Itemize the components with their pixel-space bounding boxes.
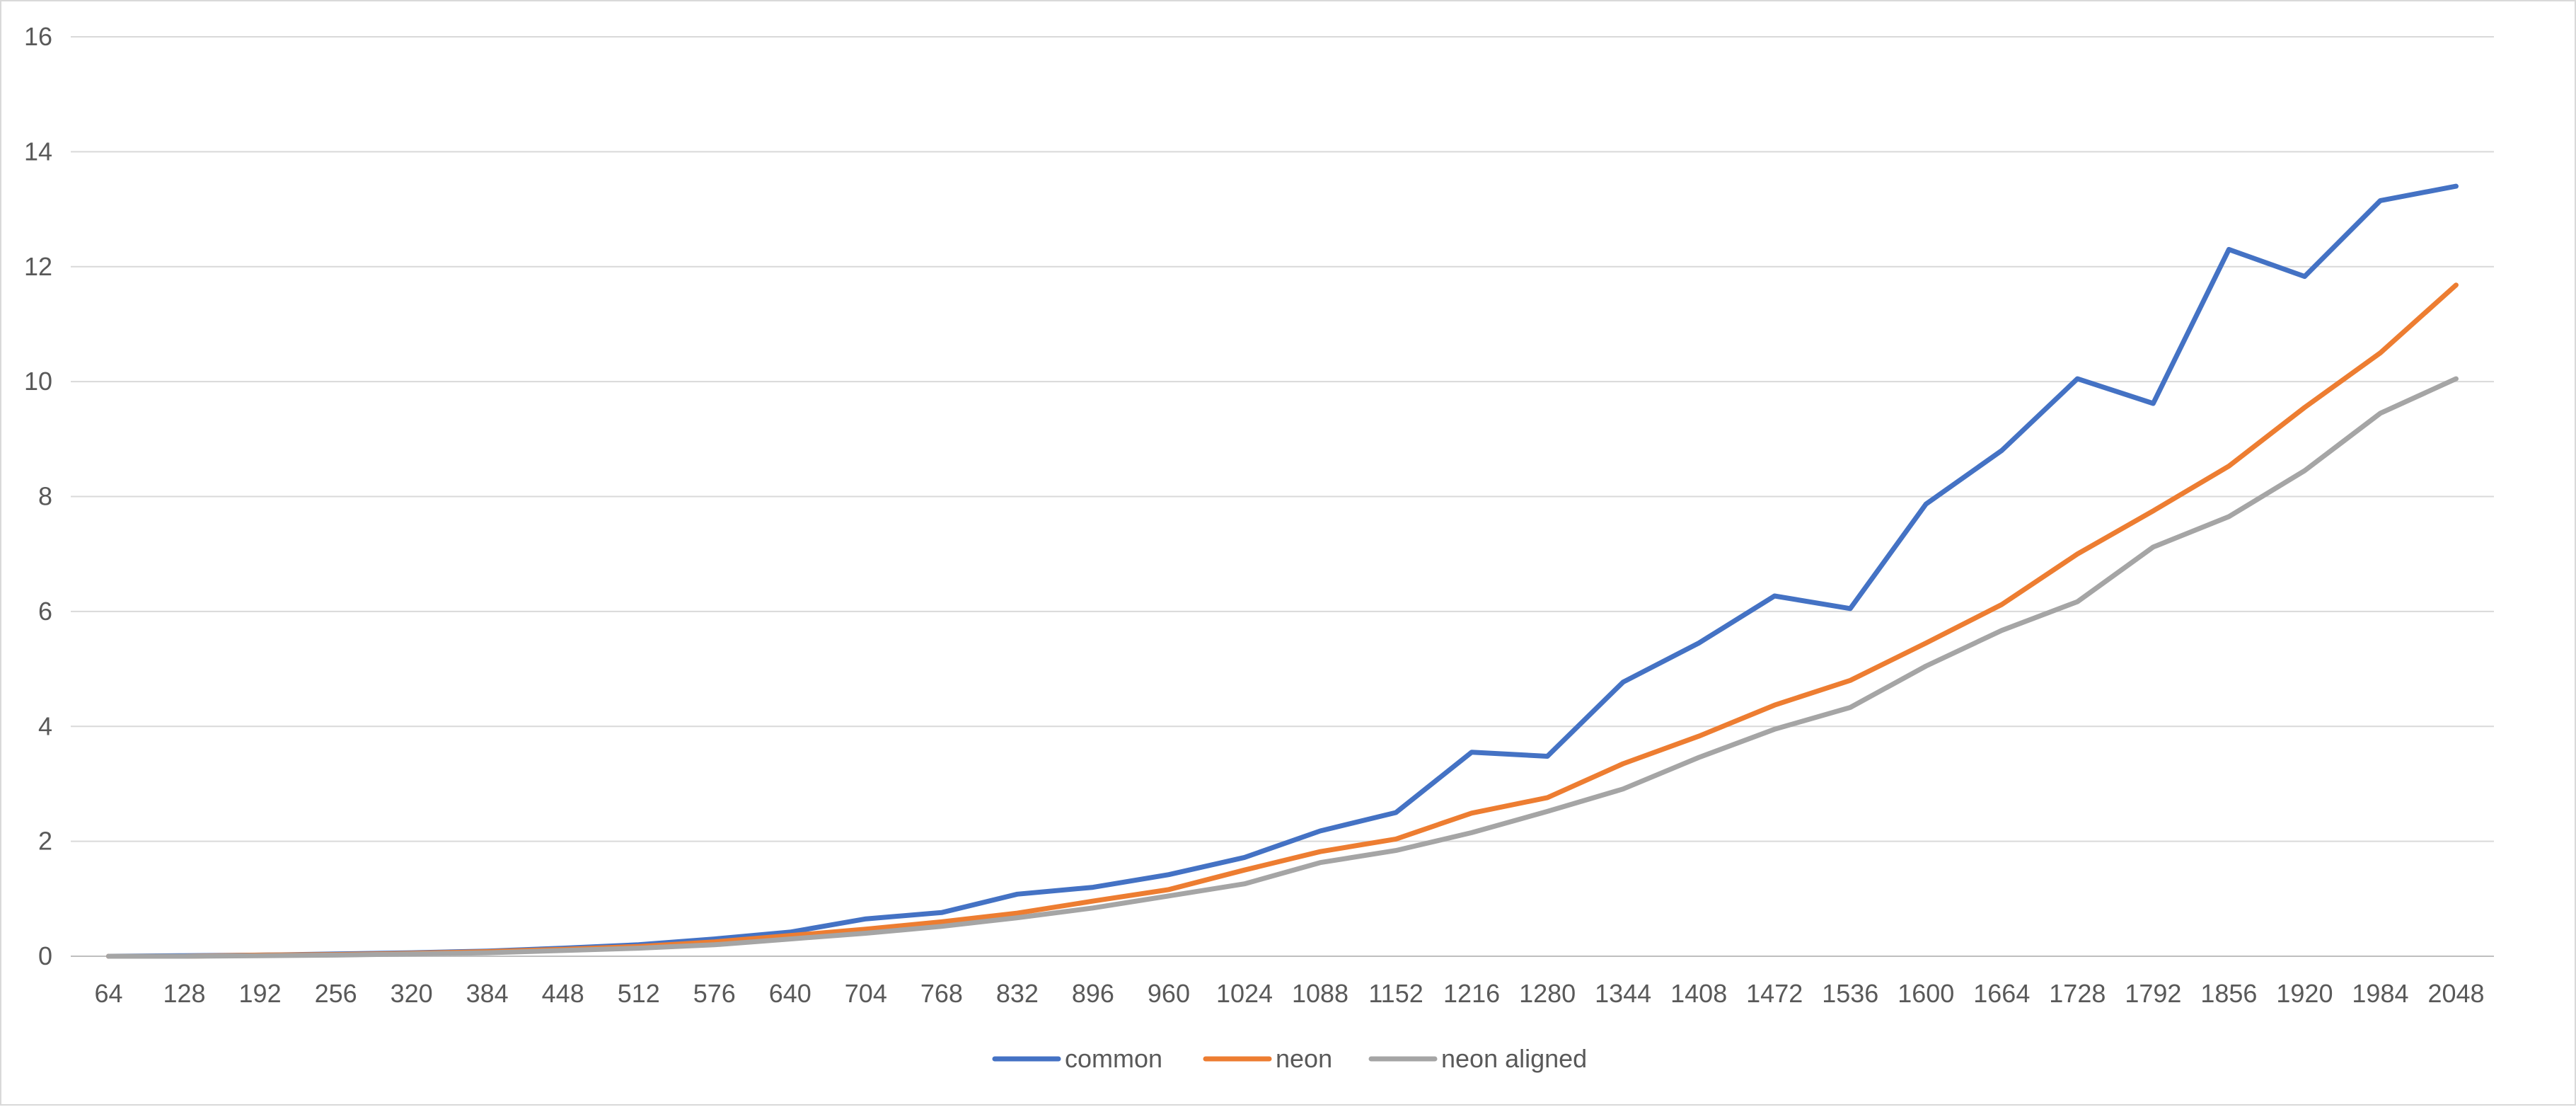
x-tick-label: 320 <box>391 979 433 1008</box>
y-tick-label: 2 <box>38 827 52 856</box>
x-axis: 64 128 192 256 320 384 448 512 576 640 704 768 832 89… <box>94 979 2484 1008</box>
legend-item-neon-aligned: neon aligned <box>1368 1044 1587 1073</box>
y-tick-label: 14 <box>24 137 52 166</box>
legend-item-common: common <box>992 1044 1162 1073</box>
series-line-neon-aligned <box>106 376 2459 959</box>
x-tick-label: 1472 <box>1746 979 1803 1008</box>
x-tick-label: 384 <box>466 979 509 1008</box>
x-tick-label: 1408 <box>1670 979 1727 1008</box>
x-tick-label: 1600 <box>1898 979 1954 1008</box>
legend-label: neon <box>1276 1044 1332 1073</box>
legend-label: neon aligned <box>1441 1044 1587 1073</box>
x-tick-label: 1280 <box>1519 979 1576 1008</box>
x-tick-label: 768 <box>920 979 963 1008</box>
y-tick-label: 12 <box>24 252 52 281</box>
y-tick-label: 4 <box>38 711 52 740</box>
x-tick-label: 448 <box>542 979 584 1008</box>
x-tick-label: 1984 <box>2352 979 2408 1008</box>
x-tick-label: 832 <box>996 979 1039 1008</box>
x-tick-label: 640 <box>769 979 812 1008</box>
x-tick-label: 1664 <box>1973 979 2030 1008</box>
x-tick-label: 64 <box>94 979 122 1008</box>
legend-label: common <box>1065 1044 1162 1073</box>
x-tick-label: 704 <box>845 979 887 1008</box>
x-tick-label: 1152 <box>1368 979 1423 1008</box>
series-lines <box>106 183 2459 959</box>
y-tick-label: 10 <box>24 367 52 396</box>
x-tick-label: 1920 <box>2276 979 2333 1008</box>
legend-item-neon: neon <box>1203 1044 1332 1073</box>
x-tick-label: 1856 <box>2200 979 2257 1008</box>
legend: common neon neon aligned <box>992 1044 1587 1073</box>
x-tick-label: 1728 <box>2049 979 2106 1008</box>
gridlines <box>71 36 2494 957</box>
y-tick-label: 16 <box>24 22 52 51</box>
x-tick-label: 576 <box>693 979 736 1008</box>
x-tick-label: 1024 <box>1216 979 1273 1008</box>
x-tick-label: 1216 <box>1443 979 1500 1008</box>
x-tick-label: 192 <box>239 979 282 1008</box>
x-tick-label: 960 <box>1148 979 1190 1008</box>
y-axis: 0 2 4 6 8 10 12 14 16 <box>24 22 52 970</box>
x-tick-label: 2048 <box>2427 979 2484 1008</box>
x-tick-label: 1792 <box>2125 979 2181 1008</box>
x-tick-label: 512 <box>618 979 660 1008</box>
y-tick-label: 0 <box>38 941 52 970</box>
x-tick-label: 1344 <box>1595 979 1651 1008</box>
x-tick-label: 1088 <box>1292 979 1348 1008</box>
x-tick-label: 896 <box>1072 979 1114 1008</box>
x-tick-label: 1536 <box>1822 979 1878 1008</box>
y-tick-label: 8 <box>38 482 52 511</box>
x-tick-label: 256 <box>315 979 357 1008</box>
x-tick-label: 128 <box>163 979 206 1008</box>
y-tick-label: 6 <box>38 597 52 626</box>
